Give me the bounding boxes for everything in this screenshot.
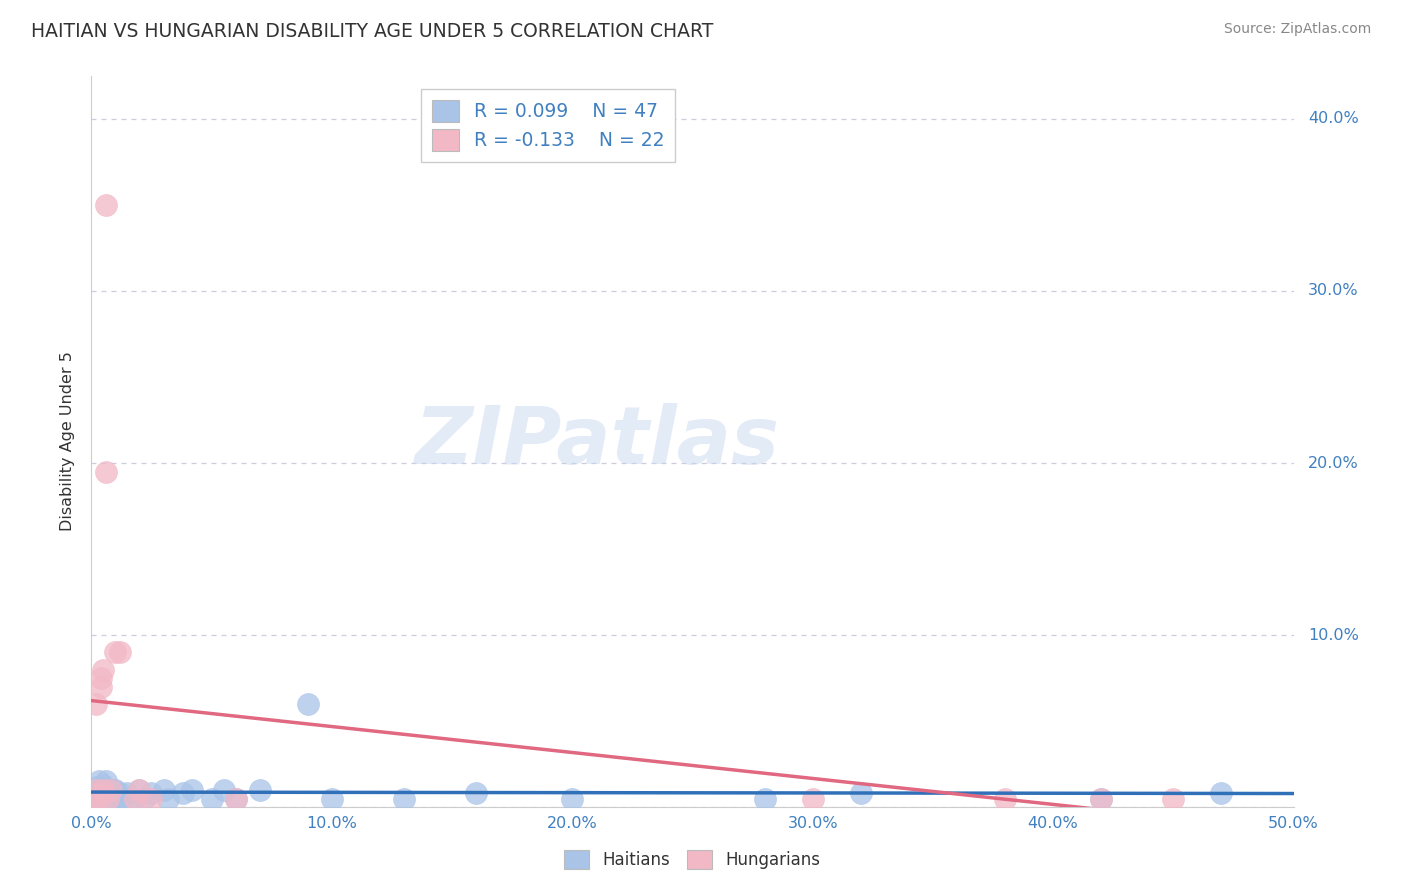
Point xyxy=(1161,791,1184,805)
Point xyxy=(801,791,824,805)
Point xyxy=(84,783,107,797)
Point xyxy=(84,787,107,801)
Point xyxy=(141,787,163,801)
Point xyxy=(97,791,120,805)
Point xyxy=(107,791,129,805)
Text: HAITIAN VS HUNGARIAN DISABILITY AGE UNDER 5 CORRELATION CHART: HAITIAN VS HUNGARIAN DISABILITY AGE UNDE… xyxy=(31,22,713,41)
Point xyxy=(110,645,132,659)
Point xyxy=(134,791,156,805)
Point xyxy=(128,783,150,797)
Point xyxy=(83,791,105,805)
Point xyxy=(94,774,117,789)
Point xyxy=(93,778,115,792)
Point xyxy=(100,783,122,797)
Y-axis label: Disability Age Under 5: Disability Age Under 5 xyxy=(60,351,76,532)
Point xyxy=(392,791,415,805)
Point xyxy=(172,787,194,801)
Point xyxy=(90,791,112,805)
Point xyxy=(104,783,127,797)
Point xyxy=(754,791,776,805)
Point xyxy=(465,787,488,801)
Point xyxy=(94,465,117,479)
Point xyxy=(152,783,174,797)
Point xyxy=(94,783,117,797)
Text: 40.0%: 40.0% xyxy=(1308,112,1358,127)
Point xyxy=(87,774,110,789)
Text: ZIPatlas: ZIPatlas xyxy=(413,402,779,481)
Point xyxy=(94,791,117,805)
Point xyxy=(93,663,115,677)
Point xyxy=(201,791,224,805)
Point xyxy=(181,783,204,797)
Text: Source: ZipAtlas.com: Source: ZipAtlas.com xyxy=(1223,22,1371,37)
Text: 30.0%: 30.0% xyxy=(1308,284,1358,299)
Point xyxy=(97,783,120,797)
Point xyxy=(87,783,110,797)
Text: 10.0%: 10.0% xyxy=(1308,628,1358,642)
Legend: Haitians, Hungarians: Haitians, Hungarians xyxy=(558,843,827,876)
Point xyxy=(94,198,117,212)
Point xyxy=(90,671,112,685)
Point xyxy=(1090,791,1112,805)
Point xyxy=(104,791,127,805)
Point xyxy=(93,795,115,809)
Point xyxy=(104,645,127,659)
Point xyxy=(249,783,271,797)
Point xyxy=(212,783,235,797)
Point xyxy=(321,791,343,805)
Point xyxy=(297,697,319,711)
Point xyxy=(1090,791,1112,805)
Point xyxy=(111,791,134,805)
Point xyxy=(90,783,112,797)
Point xyxy=(121,791,143,805)
Point xyxy=(849,787,872,801)
Point xyxy=(1211,787,1233,801)
Point xyxy=(157,791,180,805)
Point xyxy=(83,791,105,805)
Point xyxy=(93,783,115,797)
Point xyxy=(124,791,146,805)
Point xyxy=(87,791,110,805)
Point xyxy=(994,791,1017,805)
Point xyxy=(93,787,115,801)
Point xyxy=(225,791,247,805)
Point xyxy=(90,680,112,694)
Point xyxy=(225,791,247,805)
Point xyxy=(84,697,107,711)
Point xyxy=(128,783,150,797)
Point xyxy=(561,791,583,805)
Point xyxy=(110,787,132,801)
Point xyxy=(84,780,107,794)
Point xyxy=(101,783,124,797)
Point xyxy=(97,791,120,805)
Point xyxy=(117,787,139,801)
Point xyxy=(100,791,122,805)
Text: 20.0%: 20.0% xyxy=(1308,456,1358,471)
Point xyxy=(101,791,124,805)
Point xyxy=(100,783,122,797)
Point xyxy=(141,791,163,805)
Point xyxy=(87,791,110,805)
